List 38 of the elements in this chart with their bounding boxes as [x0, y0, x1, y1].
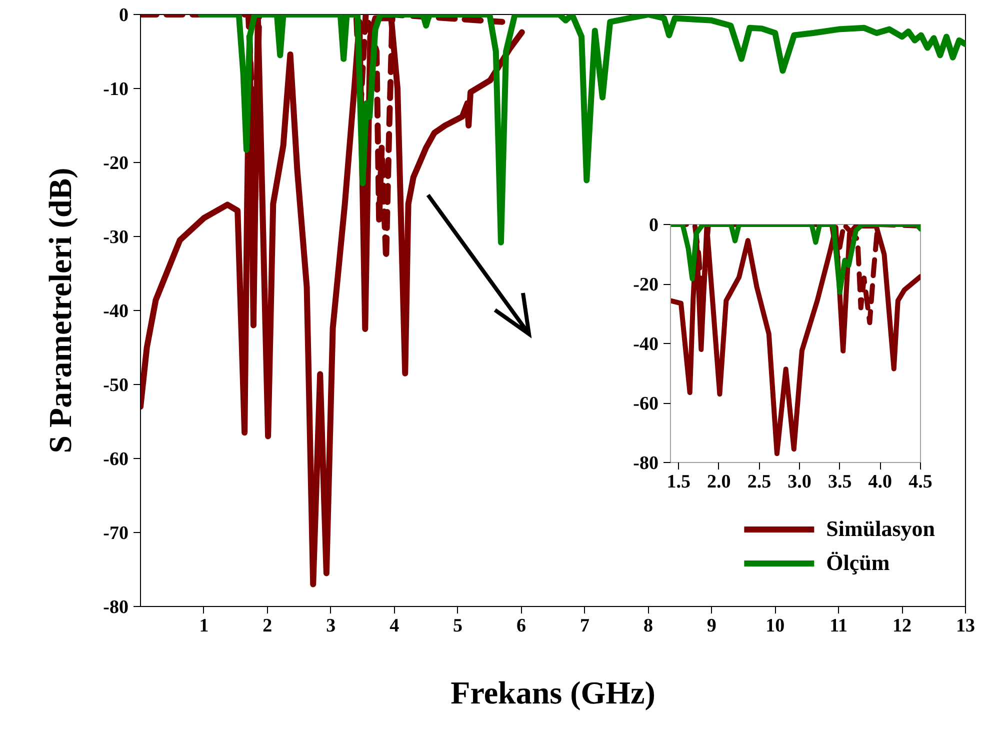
x-tick-label: 13: [956, 616, 975, 636]
y-axis-title: S Parametreleri (dB): [42, 168, 78, 454]
x-tick-label: 2.0: [707, 472, 731, 492]
y-tick-label: -80: [633, 453, 658, 474]
x-tick-label: 1: [199, 616, 209, 636]
y-tick-label: -40: [633, 334, 658, 355]
x-tick-label: 12: [892, 616, 912, 636]
x-tick-label: 4.0: [868, 472, 892, 492]
x-tick-label: 4.5: [908, 472, 932, 492]
x-tick-label: 4: [390, 616, 400, 636]
x-tick-label: 3.0: [788, 472, 812, 492]
legend-label: Simülasyon: [826, 516, 935, 542]
y-tick-label: -60: [103, 449, 128, 470]
x-tick-label: 7: [580, 616, 590, 636]
y-tick-label: -20: [633, 274, 658, 296]
y-tick-label: -30: [103, 227, 128, 248]
y-tick-label: -40: [103, 301, 128, 322]
x-tick-label: 10: [766, 616, 785, 636]
y-tick-label: -60: [633, 394, 658, 414]
y-tick-label: 0: [649, 215, 658, 236]
y-tick-label: -20: [103, 153, 128, 174]
legend-label: Ölçüm: [826, 550, 890, 576]
y-tick-label: -10: [103, 79, 128, 100]
x-tick-label: 9: [706, 616, 716, 636]
x-tick-label: 1.5: [666, 472, 690, 492]
x-tick-label: 5: [453, 616, 463, 636]
x-tick-label: 11: [830, 616, 848, 636]
x-axis-title: Frekans (GHz): [450, 674, 656, 710]
x-tick-label: 3: [326, 616, 336, 636]
x-tick-label: 3.5: [828, 472, 852, 492]
y-tick-label: -80: [103, 597, 128, 618]
x-tick-label: 8: [643, 616, 653, 636]
y-tick-label: -70: [103, 523, 128, 544]
y-tick-label: -50: [103, 375, 128, 396]
x-tick-label: 2: [262, 616, 272, 636]
x-tick-label: 2.5: [747, 472, 772, 492]
x-tick-label: 6: [516, 616, 526, 636]
y-tick-label: 0: [119, 5, 128, 26]
